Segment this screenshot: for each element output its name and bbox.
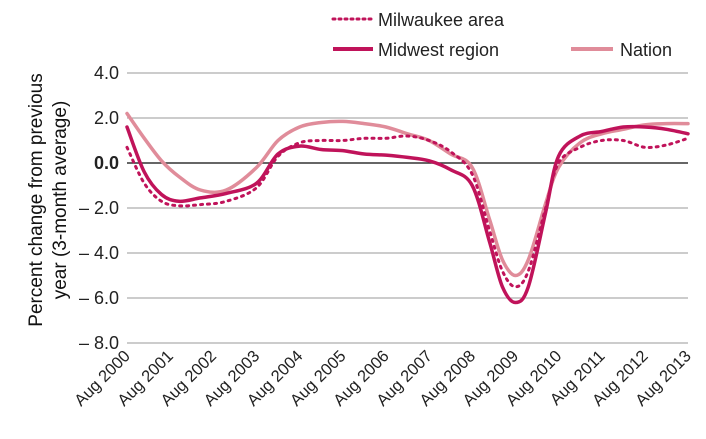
series-lines: [125, 111, 690, 305]
legend-label-nation: Nation: [620, 40, 672, 60]
y-axis-label-line-2: year (3-month average): [50, 101, 71, 300]
gridlines: [127, 72, 688, 344]
y-tick-label-6: – 8.0: [79, 333, 119, 353]
y-tick-label-5: – 6.0: [79, 288, 119, 308]
legend-item-midwest: Midwest region: [333, 40, 499, 60]
y-tick-label-4: – 4.0: [79, 243, 119, 263]
series-line-midwest: [125, 124, 690, 305]
legend: Milwaukee area Midwest region Nation: [331, 10, 672, 60]
legend-label-midwest: Midwest region: [378, 40, 499, 60]
y-tick-label-2: 0.0: [94, 153, 119, 173]
legend-label-milwaukee: Milwaukee area: [378, 10, 505, 30]
y-axis-label: Percent change from previous year (3-mon…: [26, 73, 71, 326]
y-tick-label-0: 4.0: [94, 63, 119, 83]
y-tick-label-3: – 2.0: [79, 198, 119, 218]
series-line-milwaukee: [125, 134, 690, 289]
legend-item-nation: Nation: [571, 40, 672, 60]
legend-item-milwaukee: Milwaukee area: [331, 10, 505, 30]
y-axis-tick-labels: 4.0 2.0 0.0 – 2.0 – 4.0 – 6.0 – 8.0: [79, 63, 119, 353]
y-tick-label-1: 2.0: [94, 108, 119, 128]
y-axis-label-line-1: Percent change from previous: [26, 73, 47, 326]
series-line-nation: [125, 111, 690, 278]
